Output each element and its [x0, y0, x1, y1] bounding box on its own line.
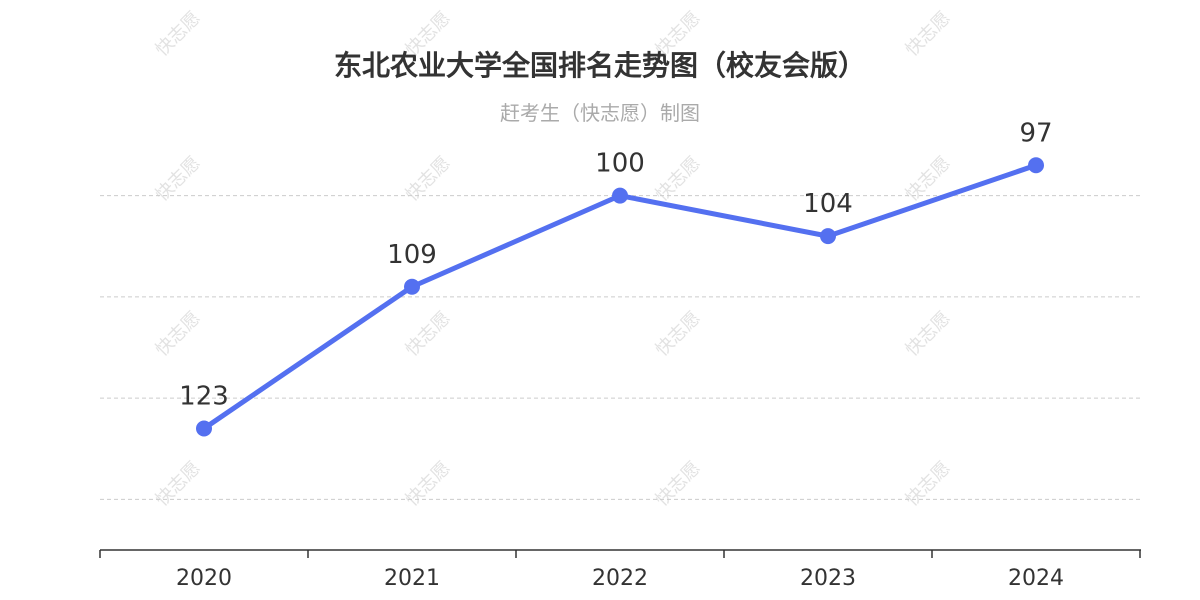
data-point [820, 228, 836, 245]
data-point [612, 187, 628, 204]
data-point [196, 420, 212, 437]
data-label: 104 [803, 189, 853, 219]
data-point [1028, 157, 1044, 174]
data-point [404, 278, 420, 295]
x-tick-label: 2022 [592, 566, 648, 591]
data-label: 100 [595, 149, 645, 179]
x-tick-label: 2023 [800, 566, 856, 591]
data-label: 123 [179, 382, 229, 412]
chart-subtitle: 赶考生（快志愿）制图 [500, 101, 700, 125]
x-tick-label: 2024 [1008, 566, 1064, 591]
x-tick-label: 2021 [384, 566, 440, 591]
series-layer: 123 109 100 104 97 [179, 118, 1053, 437]
chart-title: 东北农业大学全国排名走势图（校友会版） [333, 49, 866, 82]
data-label: 97 [1019, 118, 1052, 148]
x-tick-label: 2020 [176, 566, 232, 591]
data-label: 109 [387, 240, 437, 270]
x-axis: 2020 2021 2022 2023 2024 [99, 549, 1141, 591]
grid-lines [100, 195, 1140, 500]
